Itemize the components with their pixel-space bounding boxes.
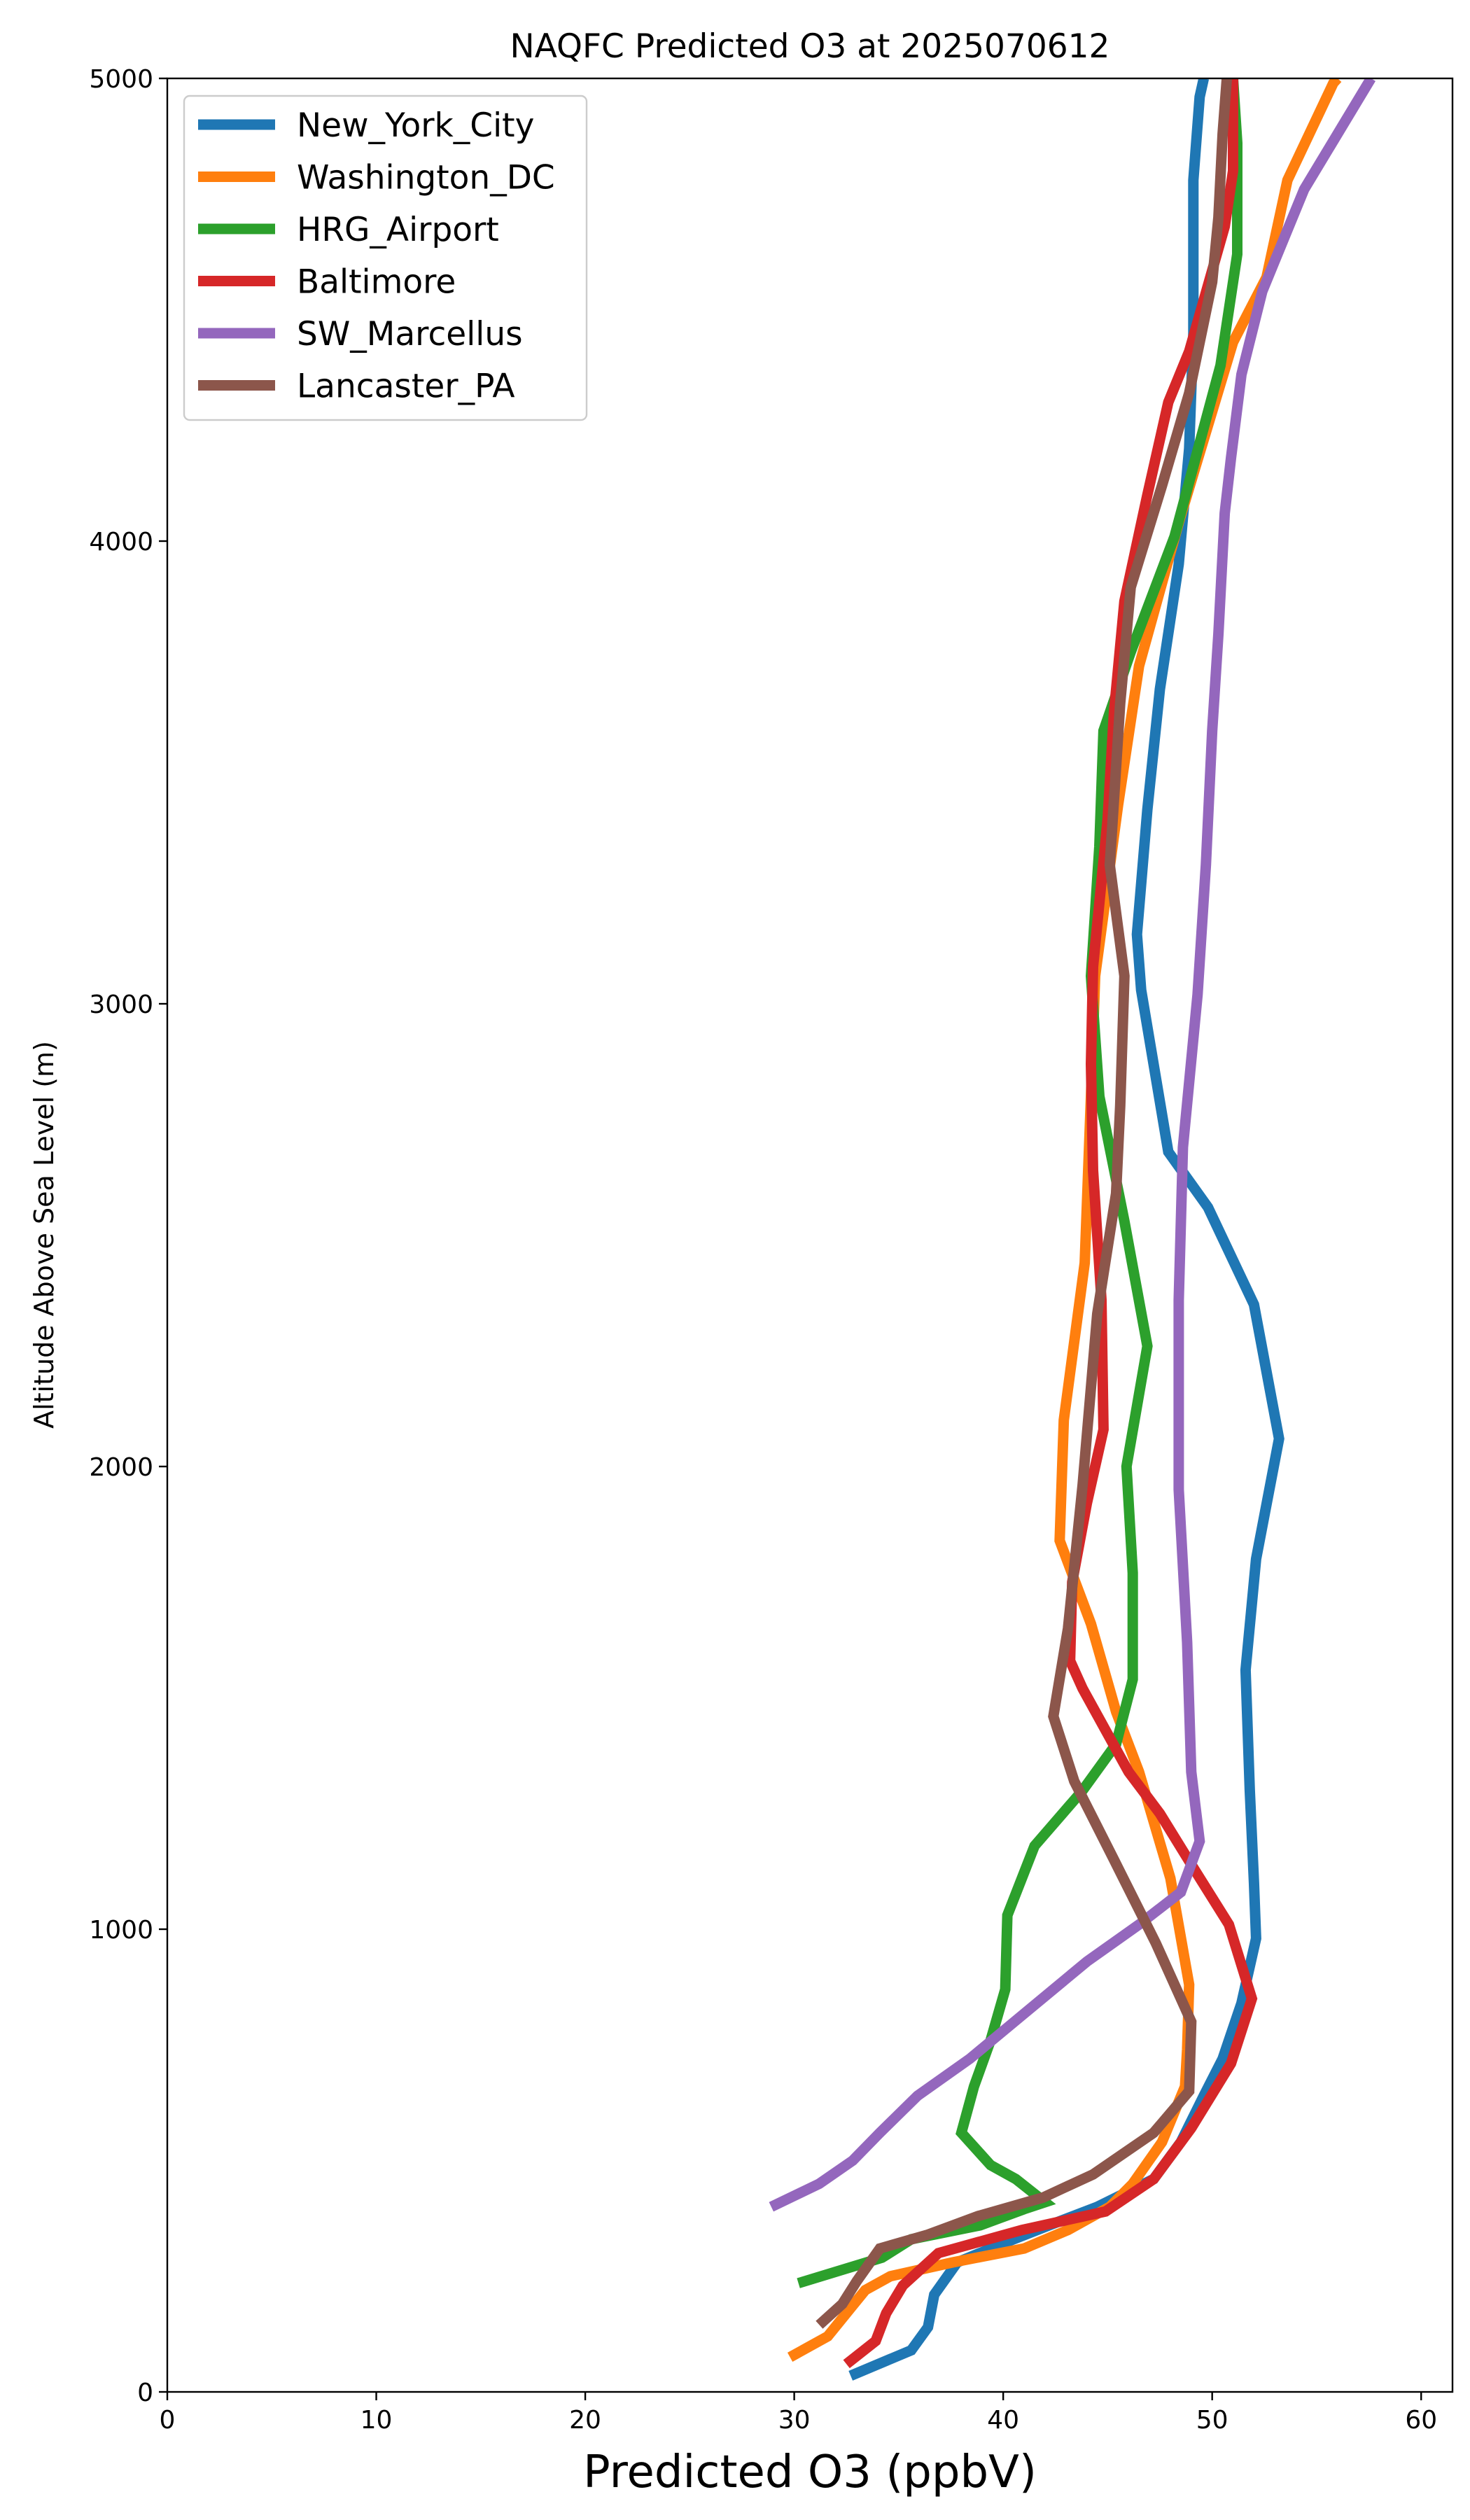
y-tick-label: 3000 — [89, 990, 153, 1019]
x-tick-label: 60 — [1405, 2406, 1437, 2435]
legend-label: Lancaster_PA — [297, 368, 515, 406]
legend-box — [183, 94, 588, 421]
x-tick-label: 10 — [360, 2406, 393, 2435]
series-line-baltimore — [843, 78, 1258, 2369]
y-tick-label: 4000 — [89, 528, 153, 556]
legend-label: Washington_DC — [297, 159, 555, 197]
x-tick-label: 20 — [569, 2406, 601, 2435]
series-layer — [769, 78, 1376, 2381]
plot-frame — [166, 77, 1454, 2393]
x-tick-label: 40 — [987, 2406, 1019, 2435]
legend-label: Baltimore — [297, 263, 456, 302]
x-tick-label: 50 — [1196, 2406, 1228, 2435]
chart-title: NAQFC Predicted O3 at 2025070612 — [510, 27, 1110, 66]
y-axis: 0 1000 2000 3000 4000 5000 — [89, 65, 167, 2407]
series-line-washington-dc — [787, 78, 1342, 2362]
y-tick-label: 5000 — [89, 65, 153, 94]
legend-label: HRG_Airport — [297, 211, 499, 249]
x-axis-label: Predicted O3 (ppbV) — [583, 2446, 1037, 2498]
y-tick-label: 2000 — [89, 1453, 153, 1482]
legend: New_York_City Washington_DC HRG_Airport Bal… — [183, 94, 588, 421]
legend-label: New_York_City — [297, 106, 534, 145]
x-tick-label: 0 — [160, 2406, 176, 2435]
series-line-new-york-city — [848, 78, 1284, 2381]
x-tick-label: 30 — [778, 2406, 811, 2435]
y-axis-label: Altitude Above Sea Level (m) — [29, 1041, 59, 1429]
y-tick-label: 1000 — [89, 1916, 153, 1945]
series-line-lancaster-pa — [816, 78, 1233, 2329]
legend-label: SW_Marcellus — [297, 315, 523, 354]
x-axis: 0 10 20 30 40 50 60 — [160, 2392, 1437, 2435]
y-tick-label: 0 — [137, 2379, 153, 2407]
series-line-sw-marcellus — [769, 78, 1376, 2212]
